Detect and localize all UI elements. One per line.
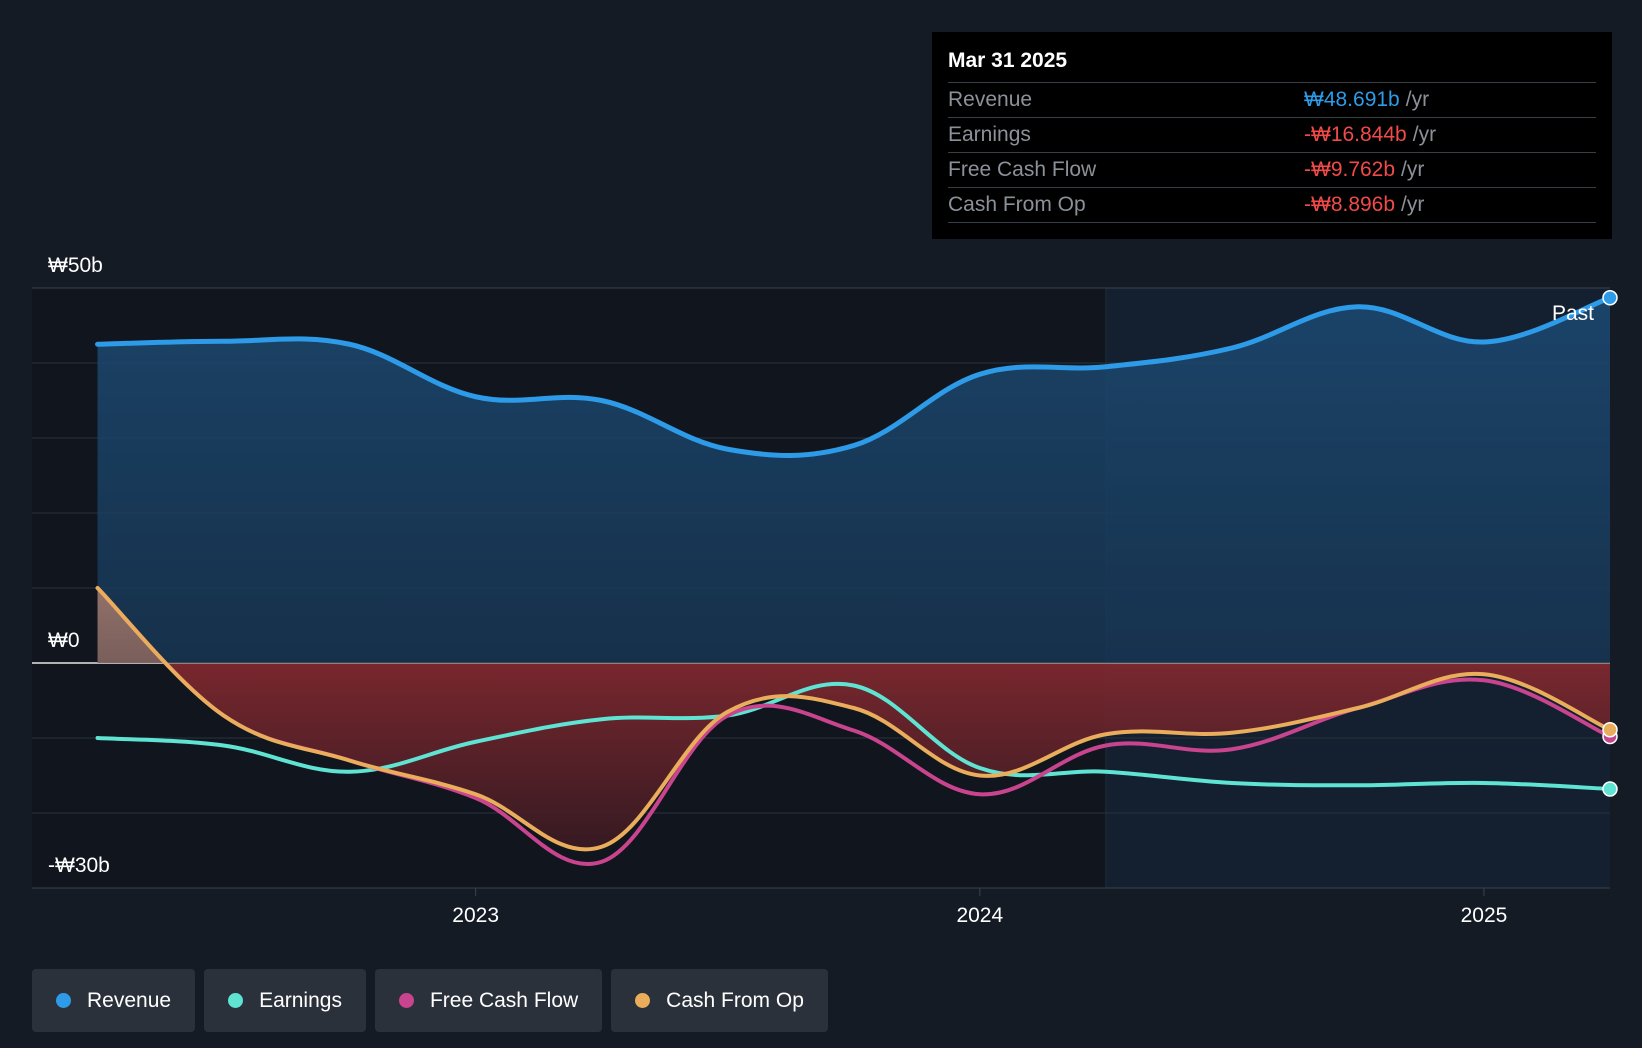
tooltip-row-free-cash-flow: Free Cash Flow -₩9.762b /yr — [948, 153, 1596, 188]
cash-from-op-line — [95, 586, 1612, 852]
tooltip-row-earnings: Earnings -₩16.844b /yr — [948, 118, 1596, 153]
cash-from-op-end-point — [1602, 722, 1618, 738]
tooltip-value: -₩9.762b — [1304, 158, 1396, 181]
label-layer: ₩50b ₩0 -₩30b 2023 2024 2025 Past — [48, 254, 1594, 927]
tooltip-label: Free Cash Flow — [948, 158, 1097, 181]
legend-item-cash-from-op[interactable]: Cash From Op — [611, 969, 828, 1032]
y-tick-label: -₩30b — [48, 854, 110, 877]
past-label: Past — [1552, 302, 1594, 325]
earnings-line — [95, 681, 1612, 791]
tooltip-unit: /yr — [1401, 193, 1425, 216]
tooltip-label: Cash From Op — [948, 193, 1086, 216]
free-cash-flow-dot-icon — [398, 993, 414, 1008]
tooltip-value: -₩16.844b — [1304, 123, 1407, 146]
revenue-end-point — [1602, 290, 1618, 306]
revenue-area — [97, 297, 1611, 663]
cash-from-op-negative-area — [166, 664, 1610, 850]
tooltip-row-revenue: Revenue ₩48.691b /yr — [948, 83, 1596, 118]
tooltip-unit: /yr — [1405, 88, 1430, 111]
legend-item-free-cash-flow[interactable]: Free Cash Flow — [374, 969, 603, 1032]
tooltip-label: Earnings — [948, 123, 1031, 146]
legend: Revenue Earnings Free Cash Flow Cash Fro… — [32, 969, 828, 1032]
tooltip-value: ₩48.691b — [1304, 88, 1400, 111]
cash-from-op-dot-icon — [635, 993, 651, 1008]
revenue-line — [95, 295, 1613, 458]
line-layer — [95, 290, 1618, 866]
tooltip-value: -₩8.896b — [1304, 193, 1396, 216]
legend-label: Earnings — [259, 988, 342, 1012]
tooltip-unit: /yr — [1412, 123, 1437, 146]
legend-label: Cash From Op — [666, 988, 804, 1012]
x-tick-label: 2024 — [956, 904, 1003, 927]
tooltip-panel: Mar 31 2025 Revenue ₩48.691b /yr Earning… — [932, 32, 1612, 239]
legend-item-earnings[interactable]: Earnings — [204, 969, 366, 1032]
tooltip-date: Mar 31 2025 — [948, 46, 1596, 83]
x-tick-label: 2023 — [452, 904, 499, 927]
tooltip-label: Revenue — [948, 88, 1033, 111]
revenue-dot-icon — [56, 993, 71, 1008]
tooltip-row-cash-from-op: Cash From Op -₩8.896b /yr — [948, 188, 1596, 223]
legend-label: Revenue — [87, 988, 172, 1012]
legend-label: Free Cash Flow — [429, 988, 579, 1012]
y-tick-label: ₩0 — [48, 629, 80, 652]
area-layer — [97, 297, 1611, 850]
tooltip-unit: /yr — [1401, 158, 1425, 181]
earnings-dot-icon — [228, 993, 244, 1008]
x-tick-label: 2025 — [1461, 904, 1508, 927]
legend-item-revenue[interactable]: Revenue — [32, 969, 196, 1032]
y-tick-label: ₩50b — [48, 254, 103, 277]
earnings-end-point — [1602, 781, 1618, 797]
